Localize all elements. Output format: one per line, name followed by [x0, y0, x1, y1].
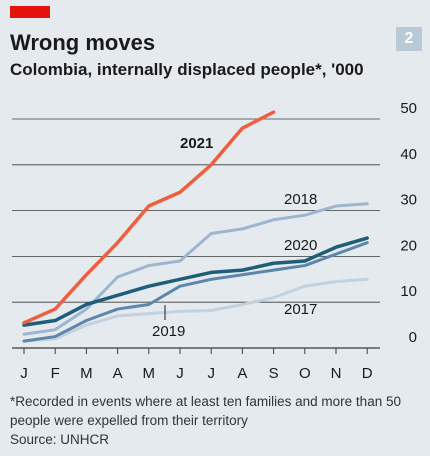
chart-number-badge: 2: [396, 27, 422, 51]
x-tick-label-2: M: [80, 365, 93, 382]
x-tick-label-0: J: [20, 365, 28, 382]
series-line-2021: [22, 110, 276, 325]
series-line-2020: [22, 236, 369, 327]
chart-title: Wrong moves: [10, 30, 156, 55]
source-text: Source: UNHCR: [10, 432, 110, 447]
x-tick-label-11: D: [362, 365, 373, 382]
series-label-2018: 2018: [284, 191, 317, 208]
series-line-2018: [22, 202, 369, 336]
x-tick-label-9: O: [299, 365, 311, 382]
x-tick-label-7: A: [237, 365, 247, 382]
series-label-2019: 2019: [152, 323, 185, 340]
chart-subtitle: Colombia, internally displaced people*, …: [10, 60, 364, 79]
x-tick-label-8: S: [269, 365, 279, 382]
y-tick-label-20: 20: [400, 237, 417, 254]
x-tick-label-5: J: [176, 365, 184, 382]
x-tick-label-4: M: [143, 365, 156, 382]
x-tick-label-6: J: [207, 365, 215, 382]
brand-red-tag: [10, 6, 50, 18]
series-line-2019: [22, 241, 369, 343]
x-tick-label-3: A: [113, 365, 123, 382]
y-tick-label-50: 50: [400, 100, 417, 117]
y-tick-label-0: 0: [409, 329, 417, 346]
series-label-2021: 2021: [180, 135, 213, 152]
y-tick-label-30: 30: [400, 192, 417, 209]
series-line-2017: [22, 277, 369, 343]
footnote-text: *Recorded in events where at least ten f…: [10, 394, 401, 428]
line-chart: 0 10 20 30 40 50 J F M A M J J A S O N D 2021 2018 2020 2017 2…: [12, 100, 417, 382]
y-tick-label-10: 10: [400, 283, 417, 300]
x-tick-label-10: N: [331, 365, 342, 382]
footnote-block: *Recorded in events where at least ten f…: [10, 392, 420, 449]
series-label-2020: 2020: [284, 237, 317, 254]
x-tick-label-1: F: [51, 365, 60, 382]
y-tick-label-40: 40: [400, 146, 417, 163]
series-label-2017: 2017: [284, 301, 317, 318]
